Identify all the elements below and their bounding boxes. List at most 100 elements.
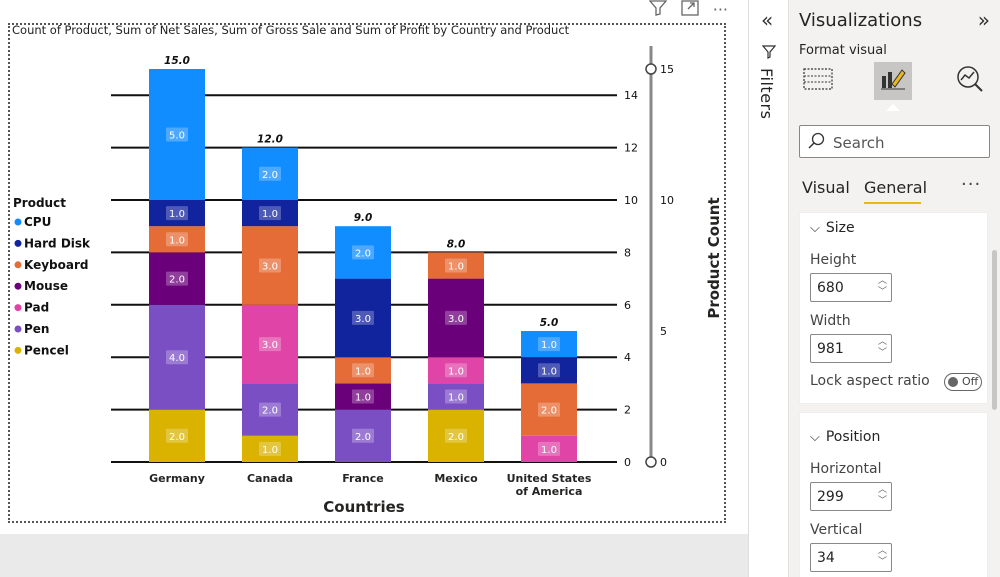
data-label: 3.0 (355, 314, 371, 325)
more-options-icon[interactable]: ··· (961, 174, 982, 195)
legend-item: Keyboard (24, 258, 89, 272)
double-chevron-right-icon[interactable]: » (977, 8, 990, 32)
data-label: 2.0 (448, 432, 464, 443)
filters-label: Filters (757, 68, 776, 120)
total-label: 15.0 (164, 55, 190, 67)
size-section-header[interactable]: ⌵ Size (810, 220, 855, 236)
more-options-icon[interactable]: ··· (712, 0, 728, 19)
width-label: Width (810, 313, 851, 329)
filters-pane-collapsed[interactable]: « Filters (748, 0, 788, 577)
tab-visual[interactable]: Visual (802, 178, 850, 197)
vertical-stepper[interactable]: 34 ︿ ﹀ (810, 543, 892, 572)
lock-aspect-toggle[interactable]: Off (944, 373, 982, 391)
legend-item: Pen (24, 322, 49, 336)
x-tick-label: Mexico (434, 472, 478, 485)
bar-segment (149, 69, 205, 200)
x-axis-title: Countries (323, 498, 405, 516)
bar-segment (149, 200, 205, 227)
data-label: 1.0 (448, 262, 464, 273)
build-visual-button[interactable] (799, 62, 837, 100)
search-input[interactable]: Search (799, 125, 990, 158)
report-canvas: ··· Count of Product, Sum of Net Sales, … (0, 0, 748, 534)
bar-segment (335, 278, 391, 358)
filter-icon[interactable] (648, 0, 668, 20)
legend-marker (14, 261, 22, 269)
data-label-bg (259, 337, 281, 352)
horizontal-label: Horizontal (810, 461, 882, 477)
data-label: 4.0 (169, 353, 185, 364)
horizontal-value: 299 (817, 489, 844, 505)
stepper-arrows-icon[interactable]: ︿ ﹀ (877, 485, 887, 506)
total-label: 9.0 (354, 212, 373, 224)
width-stepper[interactable]: 981 ︿ ﹀ (810, 334, 892, 363)
data-label: 2.0 (355, 248, 371, 259)
data-label-bg (166, 206, 188, 221)
total-label: 5.0 (540, 317, 559, 329)
y-tick-label: 12 (624, 142, 638, 155)
data-label: 2.0 (262, 406, 278, 417)
bar-segment (242, 147, 298, 200)
y-tick-label: 8 (624, 246, 631, 259)
selected-pointer (886, 104, 900, 111)
total-label: 8.0 (447, 238, 466, 250)
analytics-button[interactable] (951, 62, 989, 100)
bar-segment (242, 226, 298, 305)
analytics-magnifier-icon (955, 64, 985, 98)
data-label-bg (166, 350, 188, 365)
data-label-bg (352, 363, 374, 378)
paintbrush-chart-icon (878, 64, 908, 98)
legend-marker (14, 325, 22, 333)
data-label: 1.0 (262, 445, 278, 456)
data-label: 2.0 (541, 406, 557, 417)
height-label: Height (810, 252, 857, 268)
bar-segment (149, 409, 205, 462)
data-label: 1.0 (541, 445, 557, 456)
vertical-label: Vertical (810, 522, 863, 538)
double-chevron-left-icon[interactable]: « (761, 8, 774, 32)
data-label-bg (166, 232, 188, 247)
x-tick-label: Germany (149, 472, 205, 485)
bar-segment (521, 331, 577, 358)
bar-segment (149, 226, 205, 253)
bar-segment (521, 383, 577, 436)
height-stepper[interactable]: 680 ︿ ﹀ (810, 273, 892, 302)
bar-segment (428, 278, 484, 358)
y-tick-label: 14 (624, 89, 638, 102)
secondary-y-tick-label: 15 (660, 63, 674, 76)
stepper-arrows-icon[interactable]: ︿ ﹀ (877, 337, 887, 358)
y-axis-title: Product Count (705, 197, 723, 318)
focus-mode-icon[interactable] (681, 0, 699, 20)
y-tick-label: 4 (624, 351, 631, 364)
bar-segment (335, 383, 391, 410)
position-section-header[interactable]: ⌵ Position (810, 429, 880, 445)
data-label: 1.0 (541, 340, 557, 351)
toggle-state: Off (962, 375, 979, 388)
data-label-bg (445, 310, 467, 325)
data-label-bg (538, 441, 560, 456)
bar-segment (521, 435, 577, 462)
legend-marker (14, 282, 22, 290)
data-label-bg (445, 428, 467, 443)
position-section-label: Position (825, 429, 881, 445)
x-tick-label: Canada (247, 472, 293, 485)
pane-scrollbar[interactable] (992, 250, 997, 410)
legend-marker (14, 218, 22, 226)
chevron-down-icon: ⌵ (810, 221, 820, 236)
bar-segment (335, 226, 391, 279)
chart-visual[interactable]: ··· Count of Product, Sum of Net Sales, … (0, 0, 748, 534)
legend-item: Mouse (24, 279, 68, 293)
bar-segment (149, 252, 205, 305)
tab-general[interactable]: General (864, 178, 928, 197)
secondary-y-tick-label: 0 (660, 456, 667, 469)
stepper-arrows-icon[interactable]: ︿ ﹀ (877, 546, 887, 567)
position-card: ⌵ Position Horizontal 299 ︿ ﹀ Vertical 34 … (799, 412, 988, 577)
horizontal-stepper[interactable]: 299 ︿ ﹀ (810, 482, 892, 511)
toggle-knob (948, 377, 958, 387)
active-tab-indicator (864, 202, 921, 204)
data-label-bg (166, 127, 188, 142)
total-label: 12.0 (257, 134, 283, 146)
format-visual-button[interactable] (874, 62, 912, 100)
size-card: ⌵ Size Height 680 ︿ ﹀ Width 981 ︿ ﹀ Lock as… (799, 212, 988, 404)
stepper-arrows-icon[interactable]: ︿ ﹀ (877, 276, 887, 297)
data-label-bg (166, 271, 188, 286)
